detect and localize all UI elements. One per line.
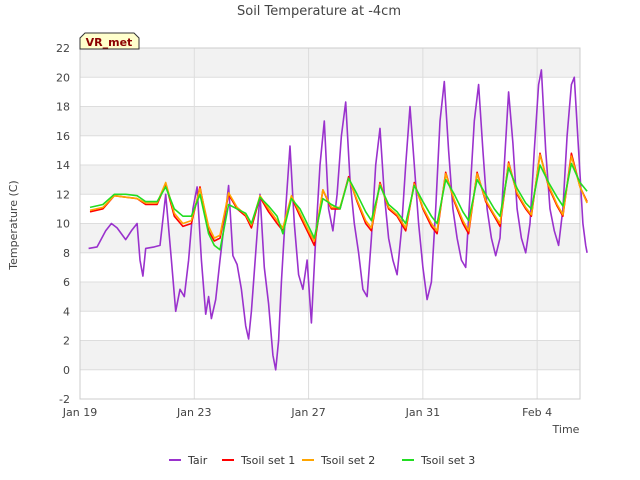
x-tick-label: Jan 31	[405, 406, 440, 419]
y-tick-label: 20	[56, 71, 70, 84]
y-tick-label: 8	[63, 247, 70, 260]
series-line	[88, 69, 588, 371]
y-tick-label: 14	[56, 159, 70, 172]
x-tick-label: Jan 27	[290, 406, 325, 419]
y-tick-label: 4	[63, 305, 70, 318]
series-lines	[88, 69, 588, 371]
y-tick-label: 16	[56, 130, 70, 143]
legend-label: Tsoil set 3	[420, 454, 475, 467]
legend-label: Tair	[187, 454, 208, 467]
x-tick-label: Jan 19	[62, 406, 97, 419]
x-axis-label: Time	[552, 423, 580, 436]
y-tick-label: 10	[56, 218, 70, 231]
legend-label: Tsoil set 1	[240, 454, 295, 467]
grid-band	[80, 223, 580, 253]
y-axis-label: Temperature (C)	[7, 180, 20, 270]
grid-band	[80, 106, 580, 136]
x-axis: Jan 19 Jan 23 Jan 27 Jan 31 Feb 4	[62, 406, 552, 419]
y-tick-label: 2	[63, 335, 70, 348]
grid-band	[80, 282, 580, 312]
legend: Tair Tsoil set 1 Tsoil set 2 Tsoil set 3	[169, 454, 475, 467]
y-tick-label: -2	[59, 393, 70, 406]
plot-border	[79, 47, 581, 400]
station-badge: VR_met	[79, 32, 140, 50]
y-axis: -2 0 2 4 6 8 10 12 14 16 18 20 22	[56, 42, 70, 406]
series-line	[89, 152, 588, 247]
y-tick-label: 0	[63, 364, 70, 377]
legend-label: Tsoil set 2	[320, 454, 375, 467]
badge-text: VR_met	[86, 36, 133, 49]
grid-band	[80, 48, 580, 78]
x-tick-label: Jan 23	[176, 406, 211, 419]
y-tick-label: 12	[56, 188, 70, 201]
gridlines	[79, 47, 580, 400]
grid-bands	[80, 48, 580, 370]
series-line	[89, 162, 588, 251]
y-tick-label: 18	[56, 101, 70, 114]
grid-band	[80, 340, 580, 370]
y-tick-label: 22	[56, 42, 70, 55]
y-tick-label: 6	[63, 276, 70, 289]
x-tick-label: Feb 4	[522, 406, 552, 419]
badge-shape	[79, 32, 140, 50]
chart-title: Soil Temperature at -4cm	[237, 4, 401, 19]
